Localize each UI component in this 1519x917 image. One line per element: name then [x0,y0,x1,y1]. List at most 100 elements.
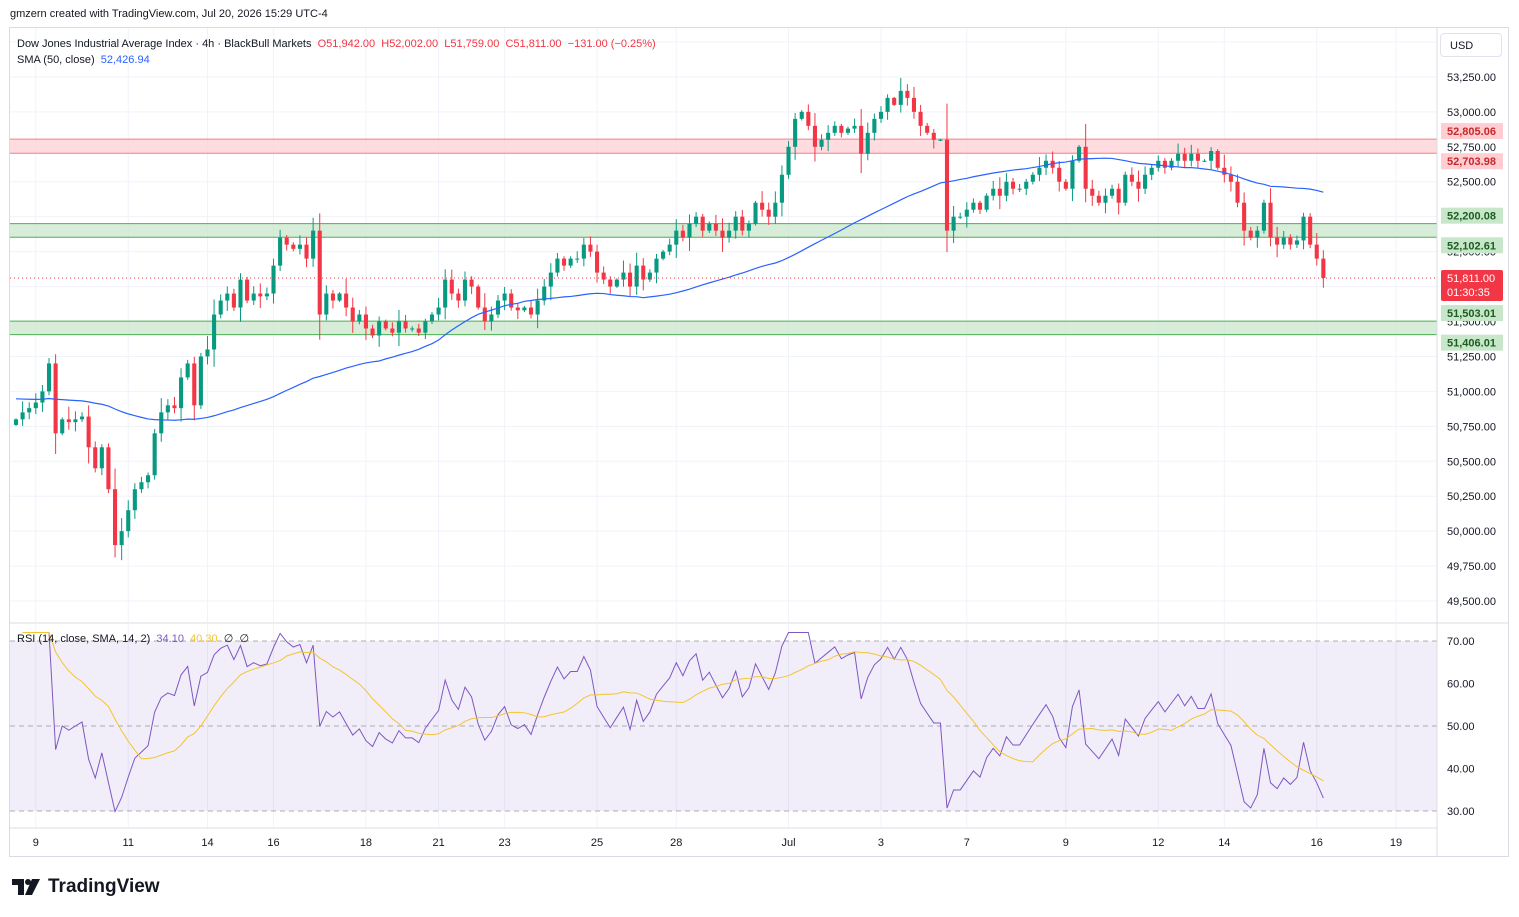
candle-body [258,293,263,297]
currency-button[interactable]: USD [1440,33,1502,57]
zone-price-tag [1441,334,1503,351]
candle-body [1209,150,1214,161]
candle-body [555,258,560,273]
candle-body [390,328,395,333]
candle-body [1096,195,1101,203]
candle-body [172,405,177,409]
candle-body [799,111,804,119]
candle-body [291,244,296,249]
candle-body [79,416,85,420]
price-tick-label: 49,750.00 [1447,561,1496,573]
candle-body [337,293,342,301]
time-tick-label: 14 [1218,837,1230,849]
zone-price-tag [1441,207,1503,224]
candle-body [1228,174,1233,182]
price-tick-label: 49,500.00 [1447,596,1496,608]
sma-label[interactable]: SMA (50, close) [17,54,95,66]
candle-body [139,482,144,490]
candle-body [509,293,514,308]
candle-body [1242,202,1247,231]
candle-body [991,188,996,196]
candle-body [1261,202,1266,231]
candle-body [1202,160,1207,162]
axis-labels: 53,500.0053,250.0053,000.0052,750.0052,5… [33,37,1503,849]
symbol-title[interactable]: Dow Jones Industrial Average Index · 4h … [17,38,312,50]
candle-body [845,128,851,133]
rsi-pane [10,632,1437,814]
chart-legend: Dow Jones Industrial Average Index · 4h … [17,36,656,68]
zone-price-label: 51,406.01 [1447,338,1496,350]
candle-body [793,118,798,147]
zone-price-label: 52,805.06 [1447,126,1496,138]
time-tick-label: 7 [964,837,970,849]
candle-body [396,321,402,333]
zone-price-label: 51,503.01 [1447,308,1496,320]
candle-body [1063,181,1068,189]
zone-price-tag [1441,237,1503,254]
candle-body [1182,153,1187,161]
time-tick-label: 16 [1311,837,1323,849]
candle-body [482,307,487,322]
time-tick-label: 3 [878,837,884,849]
candle-body [469,279,474,287]
candle-body [489,314,494,322]
candle-body [786,146,791,175]
candle-body [1136,181,1141,189]
candle-body [60,419,65,434]
rsi-extra-2: ∅ [239,633,250,645]
candle-body [205,349,210,357]
zone-price-label: 52,703.98 [1447,156,1496,168]
candle-body [1083,146,1088,189]
candle-body [40,391,45,403]
candle-body [766,209,771,217]
candle-body [601,272,606,280]
candle-body [819,139,824,147]
candle-body [73,419,78,423]
zone-price-label: 52,102.61 [1447,240,1496,252]
time-tick-label: 9 [1063,837,1069,849]
candle-body [964,209,969,217]
candle-body [826,132,831,140]
candle-body [297,244,302,249]
candle-body [561,258,567,266]
candle-body [152,433,157,476]
candle-body [918,111,923,126]
rsi-legend: RSI (14, close, SMA, 14, 2) 34.10 40.30 … [17,632,249,645]
candle-body [462,279,468,301]
ohlc-close: C51,811.00 [505,38,562,50]
candle-body [1162,160,1167,168]
candle-body [852,125,857,129]
candle-body [1288,237,1293,245]
sma-value: 52,426.94 [100,54,150,66]
candle-body [1090,188,1095,196]
rsi-label[interactable]: RSI (14, close, SMA, 14, 2) [17,633,151,645]
support-zone [10,321,1437,335]
candle-body [700,216,705,231]
candle-body [1294,240,1299,245]
candle-body [654,258,659,273]
candle-body [264,293,269,297]
brand-logo[interactable]: TradingView [12,876,160,898]
candle-body [865,132,870,154]
time-tick-label: 14 [201,837,213,849]
candle-body [753,202,758,224]
candle-body [66,419,71,423]
candle-body [344,293,349,308]
candle-body [1030,174,1035,182]
candle-body [106,447,111,490]
candle-body [456,293,461,301]
candle-body [1110,188,1115,196]
candle-body [423,321,428,333]
candle-body [324,293,329,315]
candle-body [687,223,692,238]
time-tick-label: 11 [123,837,134,849]
candle-body [198,356,203,406]
candle-body [568,258,573,266]
candle-body [231,293,236,308]
candle-body [614,279,619,287]
candle-body [661,251,666,259]
candle-body [1235,181,1240,203]
time-tick-label: 16 [267,837,279,849]
candle-body [165,405,170,413]
